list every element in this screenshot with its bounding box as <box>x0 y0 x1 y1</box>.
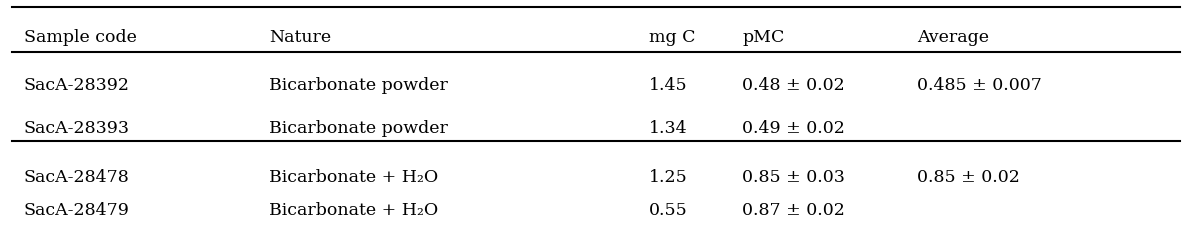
Text: Nature: Nature <box>269 29 331 46</box>
Text: 0.48 ± 0.02: 0.48 ± 0.02 <box>741 77 845 94</box>
Text: Average: Average <box>918 29 989 46</box>
Text: SacA-28478: SacA-28478 <box>24 168 130 185</box>
Text: SacA-28479: SacA-28479 <box>24 201 130 218</box>
Text: Sample code: Sample code <box>24 29 136 46</box>
Text: Bicarbonate + H₂O: Bicarbonate + H₂O <box>269 168 439 185</box>
Text: pMC: pMC <box>741 29 784 46</box>
Text: 1.45: 1.45 <box>648 77 688 94</box>
Text: mg C: mg C <box>648 29 695 46</box>
Text: 0.85 ± 0.02: 0.85 ± 0.02 <box>918 168 1020 185</box>
Text: Bicarbonate powder: Bicarbonate powder <box>269 77 448 94</box>
Text: 0.55: 0.55 <box>648 201 688 218</box>
Text: Bicarbonate + H₂O: Bicarbonate + H₂O <box>269 201 439 218</box>
Text: SacA-28392: SacA-28392 <box>24 77 130 94</box>
Text: 0.49 ± 0.02: 0.49 ± 0.02 <box>741 119 845 136</box>
Text: 1.34: 1.34 <box>648 119 688 136</box>
Text: Bicarbonate powder: Bicarbonate powder <box>269 119 448 136</box>
Text: SacA-28393: SacA-28393 <box>24 119 130 136</box>
Text: 0.87 ± 0.02: 0.87 ± 0.02 <box>741 201 845 218</box>
Text: 0.85 ± 0.03: 0.85 ± 0.03 <box>741 168 845 185</box>
Text: 1.25: 1.25 <box>648 168 688 185</box>
Text: 0.485 ± 0.007: 0.485 ± 0.007 <box>918 77 1042 94</box>
